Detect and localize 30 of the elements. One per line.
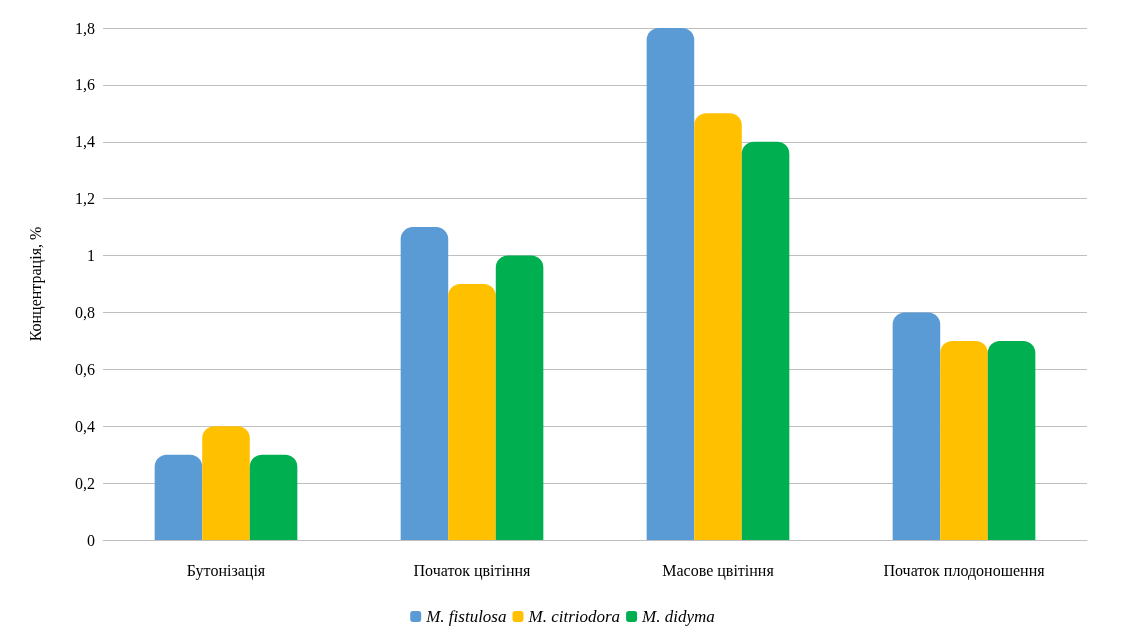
bar <box>202 426 250 540</box>
y-tick-label: 0,2 <box>75 474 95 492</box>
y-tick-label: 1,6 <box>75 76 95 94</box>
y-tick-label: 1,2 <box>75 190 95 208</box>
x-tick-label: Бутонізація <box>186 561 266 580</box>
y-tick-label: 1,8 <box>75 19 95 37</box>
bar <box>646 28 695 540</box>
bar <box>400 227 449 540</box>
y-tick-label: 0,6 <box>75 360 95 378</box>
x-tick-label: Початок плодоношення <box>883 561 1046 580</box>
bar <box>987 340 1036 540</box>
bar <box>940 340 988 540</box>
legend-label: M. didyma <box>641 607 715 626</box>
bar <box>495 255 544 540</box>
y-tick-label: 0,4 <box>75 417 95 435</box>
y-tick-label: 1 <box>87 247 95 265</box>
bar <box>892 312 941 540</box>
bar <box>448 284 496 540</box>
y-axis-title: Концентрація, % <box>26 226 45 342</box>
bar <box>694 113 742 540</box>
y-tick-label: 1,4 <box>75 133 95 151</box>
y-tick-label: 0,8 <box>75 303 95 321</box>
bar <box>249 454 298 540</box>
legend-label: M. citriodora <box>527 607 621 626</box>
x-tick-label: Початок цвітіння <box>413 561 532 580</box>
y-tick-label: 0 <box>87 531 95 549</box>
legend-label: M. fistulosa <box>425 607 507 626</box>
bar <box>154 454 203 540</box>
x-tick-label: Масове цвітіння <box>662 561 775 580</box>
bar <box>741 141 790 540</box>
